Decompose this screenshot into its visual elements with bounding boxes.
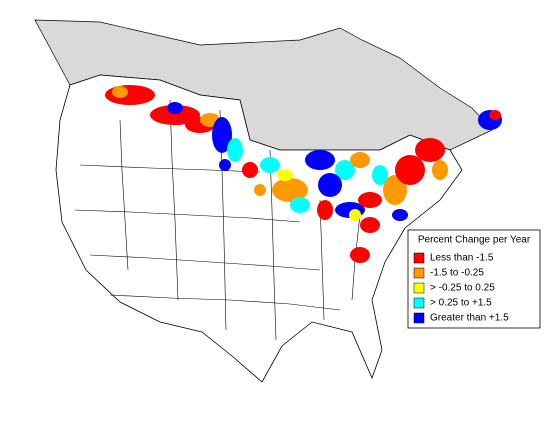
range-patch — [105, 85, 155, 105]
range-patch — [335, 160, 355, 180]
legend-box — [407, 229, 541, 329]
legend-label: > -0.25 to 0.25 — [430, 283, 495, 294]
legend-label: Less than -1.5 — [430, 253, 494, 264]
range-patch — [489, 110, 501, 120]
range-patch — [150, 105, 200, 125]
legend-swatch — [413, 312, 425, 324]
range-patch — [227, 138, 243, 162]
range-patch — [432, 160, 448, 180]
legend-swatch — [413, 252, 425, 264]
range-patch — [358, 192, 382, 208]
range-patch — [242, 162, 258, 178]
range-patch — [395, 155, 425, 185]
range-patch — [349, 209, 361, 221]
range-patch — [167, 102, 183, 114]
range-patch — [272, 178, 308, 202]
range-patch — [318, 173, 342, 197]
legend: Less than -1.5 -1.5 to -0.25 > -0.25 to 0.… — [413, 252, 509, 324]
range-patch — [392, 209, 408, 221]
range-patch — [415, 138, 445, 162]
range-patch — [219, 159, 231, 171]
range-patch — [350, 152, 370, 168]
legend-label: > 0.25 to +1.5 — [430, 298, 492, 309]
range-patch — [305, 150, 335, 170]
range-patch — [372, 165, 388, 185]
range-patch — [254, 184, 266, 196]
legend-swatch — [413, 267, 425, 279]
legend-swatch — [413, 297, 425, 309]
range-patch — [112, 86, 128, 98]
range-patch — [290, 197, 310, 213]
range-patch — [383, 175, 407, 205]
range-patch — [317, 200, 333, 220]
range-patch — [260, 157, 280, 173]
legend-swatch — [413, 282, 425, 294]
range-patch — [360, 217, 380, 233]
legend-title: Percent Change per Year — [418, 235, 531, 246]
range-patch — [212, 117, 232, 153]
legend-label: -1.5 to -0.25 — [430, 268, 484, 279]
range-patch — [350, 247, 370, 263]
range-changes — [105, 85, 502, 263]
range-patch — [277, 169, 293, 181]
legend-label: Greater than +1.5 — [430, 313, 509, 324]
land — [55, 74, 463, 383]
